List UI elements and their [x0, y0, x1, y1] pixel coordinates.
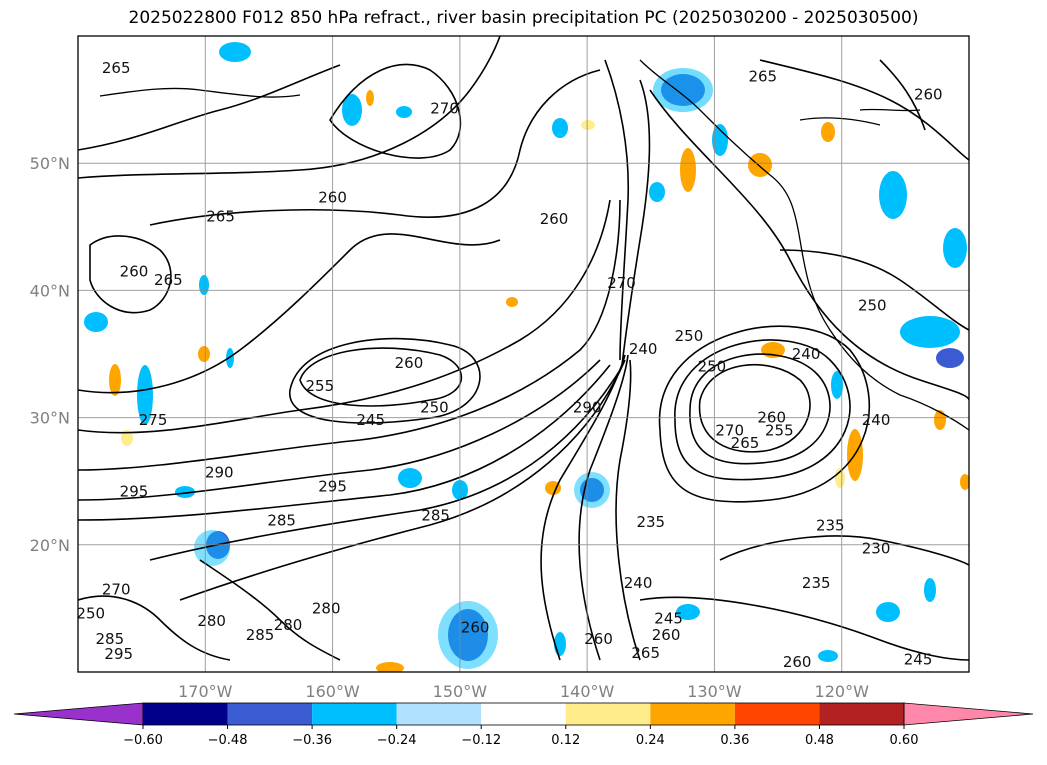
- lon-tick-label: 170°W: [178, 682, 233, 701]
- contour-label: 285: [267, 512, 296, 530]
- colorbar-bin: [819, 703, 904, 725]
- colorbar-tick-label: −0.12: [461, 733, 501, 748]
- contour-label: 270: [102, 580, 131, 598]
- colorbar-bin: [481, 703, 566, 725]
- contour-label: 260: [395, 354, 424, 372]
- contour-label: 260: [757, 409, 786, 427]
- contour-label: 240: [624, 574, 653, 592]
- contour-label: 280: [197, 612, 226, 630]
- contour-label: 255: [765, 421, 794, 439]
- colorbar-bin: [312, 703, 397, 725]
- contour-label: 295: [120, 482, 149, 500]
- contour-label: 250: [858, 297, 887, 315]
- contour-label: 240: [792, 345, 821, 363]
- contour-label: 270: [607, 274, 636, 292]
- contour-label: 285: [421, 507, 450, 525]
- lon-tick-label: 120°W: [815, 682, 870, 701]
- latitude-axis: 50°N 40°N 30°N 20°N: [30, 154, 70, 555]
- contour-label: 265: [206, 208, 235, 226]
- colorbar-tick-label: −0.48: [208, 733, 248, 748]
- contour-label: 280: [312, 599, 341, 617]
- contour-label: 290: [205, 463, 234, 481]
- colorbar-tick-label: 0.36: [720, 733, 749, 748]
- lon-tick-label: 150°W: [433, 682, 488, 701]
- contour-label: 245: [356, 411, 385, 429]
- contour-label: 265: [154, 271, 183, 289]
- contour-label: 285: [96, 630, 125, 648]
- contour-label: 250: [698, 358, 727, 376]
- colorbar-bin: [227, 703, 313, 725]
- colorbar-bin: [565, 703, 651, 725]
- contour-label: 230: [862, 540, 891, 558]
- contour-label: 260: [914, 86, 943, 104]
- lon-tick-label: 130°W: [687, 682, 742, 701]
- colorbar-bin: [143, 703, 228, 725]
- lon-tick-label: 140°W: [560, 682, 615, 701]
- colorbar-tick-label: 0.48: [805, 733, 834, 748]
- contour-label: 250: [675, 327, 704, 345]
- lat-tick-label: 20°N: [30, 536, 70, 555]
- contour-label: 235: [816, 517, 845, 535]
- contour-label: 275: [139, 411, 168, 429]
- contour-label: 255: [306, 377, 335, 395]
- contour-label: 280: [274, 616, 303, 634]
- lat-tick-label: 30°N: [30, 409, 70, 428]
- colorbar-tick-label: 0.60: [890, 733, 919, 748]
- colorbar-tick-label: −0.36: [292, 733, 332, 748]
- lon-tick-label: 160°W: [305, 682, 360, 701]
- contour-label: 250: [76, 604, 105, 622]
- contour-label: 235: [636, 513, 665, 531]
- colorbar-under-arrow: [13, 702, 144, 726]
- colorbar-tick-label: −0.60: [123, 733, 163, 748]
- contour-label: 260: [652, 626, 681, 644]
- colorbar-bin: [650, 703, 735, 725]
- contour-label: 265: [102, 59, 131, 77]
- map-area: [78, 36, 969, 672]
- contour-label: 285: [246, 626, 275, 644]
- contour-label: 260: [318, 189, 347, 207]
- contour-label: 235: [802, 574, 831, 592]
- contour-label: 260: [120, 262, 149, 280]
- map-title: 2025022800 F012 850 hPa refract., river …: [128, 8, 919, 28]
- colorbar-over-arrow: [903, 702, 1034, 726]
- contour-label: 295: [318, 477, 347, 495]
- contour-label: 250: [420, 398, 449, 416]
- colorbar-tick-label: 0.12: [551, 733, 580, 748]
- contour-label: 260: [783, 653, 812, 671]
- refractivity-contours: [78, 36, 969, 661]
- contour-label: 240: [862, 411, 891, 429]
- contour-label: 270: [715, 421, 744, 439]
- contour-label: 295: [104, 645, 133, 663]
- lat-tick-label: 40°N: [30, 281, 70, 300]
- map-grid: [78, 36, 969, 672]
- lat-tick-label: 50°N: [30, 154, 70, 173]
- contour-label: 265: [748, 68, 777, 86]
- colorbar-frame: [142, 702, 905, 726]
- map-frame: [77, 35, 970, 673]
- longitude-axis: 170°W 160°W 150°W 140°W 130°W 120°W: [178, 682, 869, 701]
- contour-label: 260: [540, 210, 569, 228]
- colorbar-tick-label: −0.24: [377, 733, 417, 748]
- colorbar-tick-label: 0.24: [636, 733, 665, 748]
- contour-label: 245: [654, 610, 683, 628]
- contour-label: 240: [629, 340, 658, 358]
- contour-label: 265: [631, 644, 660, 662]
- colorbar: −0.60 −0.48 −0.36 −0.24 −0.12 0.12 0.24 0.36 0.4…: [13, 702, 1034, 748]
- contour-label: 265: [731, 434, 760, 452]
- colorbar-bin: [734, 703, 820, 725]
- contour-label: 260: [584, 630, 613, 648]
- coastline: [99, 59, 969, 431]
- colorbar-bin: [396, 703, 482, 725]
- contour-label: 290: [573, 398, 602, 416]
- contour-label: 260: [461, 618, 490, 636]
- contour-label: 270: [430, 100, 459, 118]
- contour-label: 245: [904, 650, 933, 668]
